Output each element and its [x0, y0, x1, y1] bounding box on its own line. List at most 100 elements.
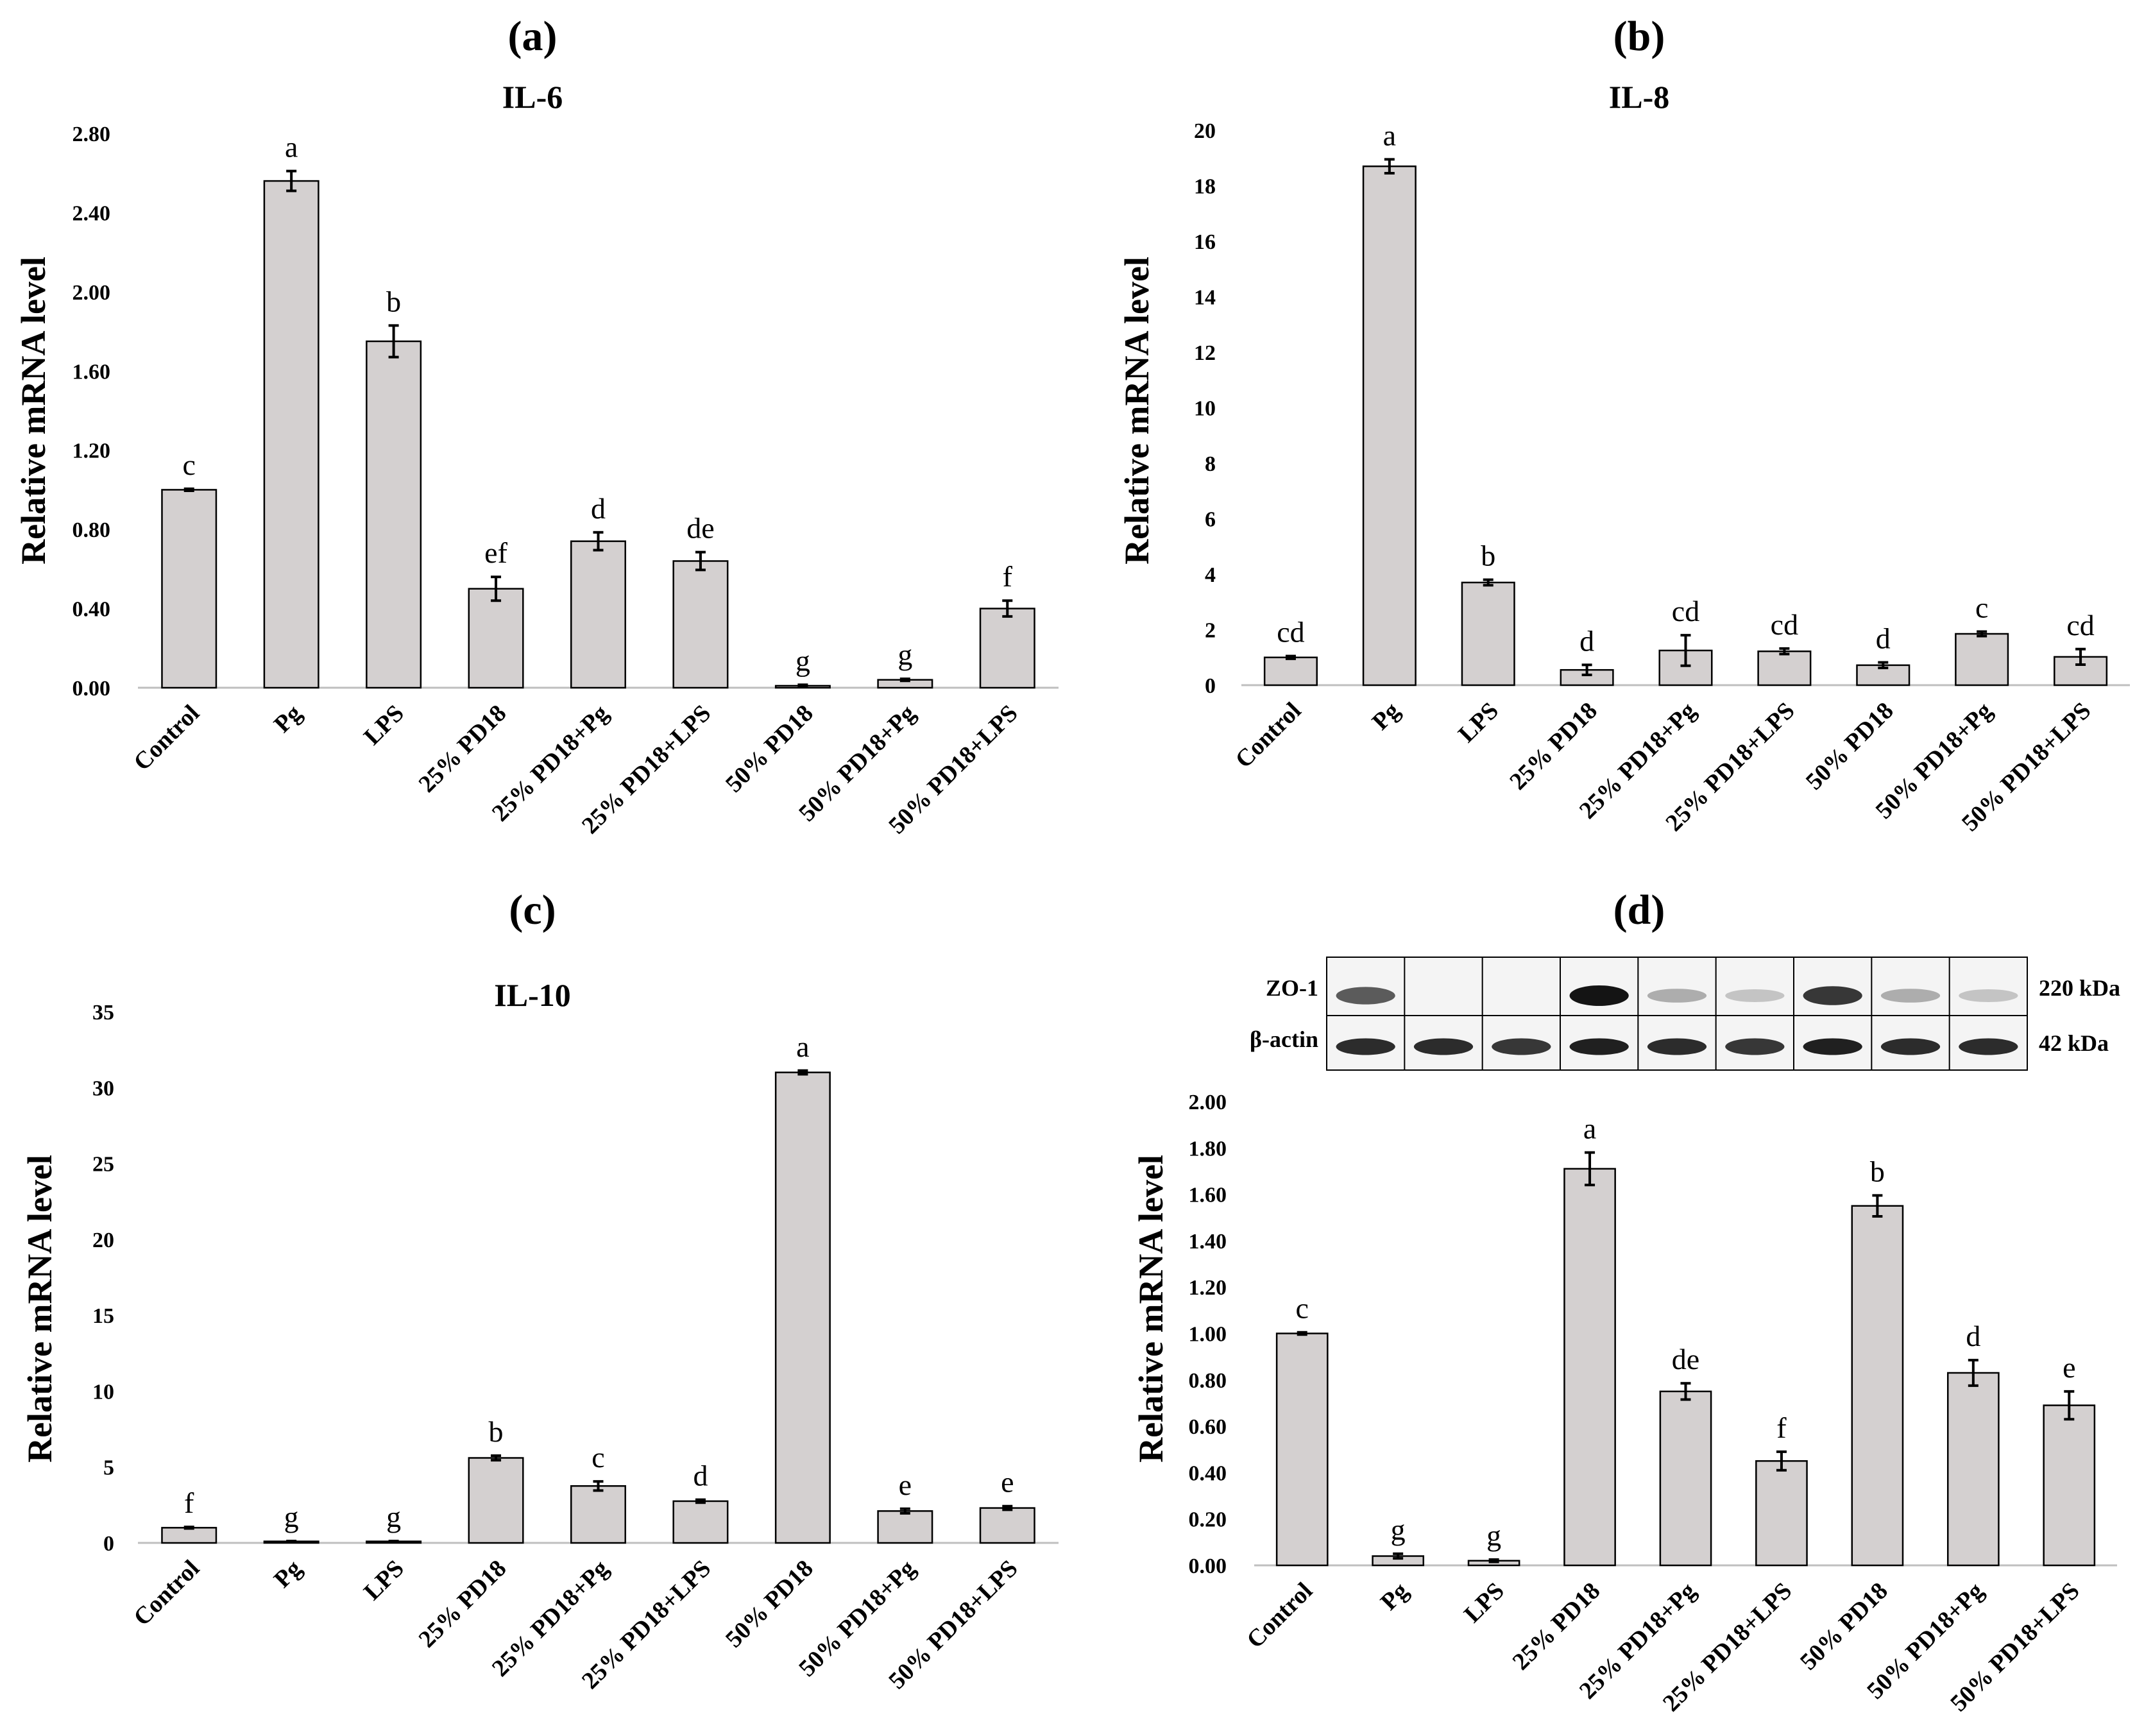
- y-tick-label: 2.40: [72, 201, 111, 225]
- significance-letter: g: [1391, 1513, 1406, 1546]
- x-tick-label: 25% PD18: [1508, 1578, 1606, 1676]
- y-tick-label: 1.80: [1189, 1137, 1227, 1161]
- significance-letter: de: [1672, 1343, 1699, 1375]
- blot-band: [1959, 989, 2018, 1002]
- panel-label: (a): [508, 13, 557, 60]
- blot-band: [1803, 1038, 1862, 1055]
- y-axis-label: Relative mRNA level: [1118, 257, 1156, 565]
- y-tick-label: 0.80: [72, 518, 111, 542]
- x-tick-label: 50% PD18: [1795, 1578, 1893, 1676]
- significance-letter: b: [386, 285, 401, 318]
- y-tick-label: 2.00: [72, 281, 111, 305]
- significance-letter: e: [899, 1468, 912, 1501]
- x-tick-label: LPS: [1459, 1578, 1510, 1628]
- panel-il6: (a) IL-6 Relative mRNA level 0.00 0.40 0.8…: [14, 13, 1059, 839]
- panel-il10: (c) IL-10 Relative mRNA level 0 5 10 15 20 25…: [21, 887, 1059, 1694]
- y-tick-label: 1.60: [72, 360, 111, 384]
- bar: [1955, 633, 2009, 686]
- significance-letter: d: [1876, 622, 1891, 655]
- y-tick-label: 8: [1205, 452, 1216, 476]
- y-tick-label: 0.60: [1189, 1415, 1227, 1439]
- significance-letter: f: [1776, 1411, 1787, 1444]
- blot-band: [1336, 1038, 1395, 1055]
- bar: [1851, 1205, 1904, 1567]
- x-tick-label: Control: [1230, 697, 1307, 774]
- bars: cd a b d cd cd d c cd: [1241, 119, 2130, 686]
- blot-band: [1647, 1038, 1707, 1055]
- y-ticks: 0.00 0.20 0.40 0.60 0.80 1.00 1.20 1.40 1.60 1.80…: [1189, 1091, 1227, 1578]
- panel-il8: (b) IL-8 Relative mRNA level 0 2 4 6 8 10 12 14…: [1118, 13, 2130, 837]
- x-tick-label: LPS: [359, 1555, 409, 1606]
- y-tick-label: 2.80: [72, 123, 111, 146]
- significance-letter: cd: [1672, 595, 1699, 627]
- significance-letter: de: [686, 512, 714, 545]
- blot-size-zo1: 220 kDa: [2039, 975, 2120, 1001]
- blot-band: [1647, 989, 1707, 1003]
- y-tick-label: 20: [92, 1229, 114, 1252]
- panel-zo1: (d) ZO-1 220 kDa β-actin 42 kDa Relative…: [1132, 887, 2120, 1717]
- significance-letter: c: [183, 448, 196, 481]
- western-blot: ZO-1 220 kDa β-actin 42 kDa: [1250, 957, 2120, 1071]
- y-tick-label: 1.20: [1189, 1276, 1227, 1300]
- x-tick-label: Control: [128, 1555, 205, 1631]
- y-tick-label: 18: [1194, 175, 1216, 199]
- y-tick-label: 10: [1194, 397, 1216, 421]
- significance-letter: d: [591, 492, 606, 525]
- significance-letter: b: [1481, 540, 1495, 572]
- y-axis-label: Relative mRNA level: [14, 257, 53, 565]
- significance-letter: ef: [484, 536, 507, 569]
- blot-band: [1492, 1038, 1551, 1055]
- y-tick-label: 0.40: [1189, 1461, 1227, 1485]
- y-tick-label: 2.00: [1189, 1091, 1227, 1114]
- y-tick-label: 15: [92, 1304, 114, 1328]
- bar: [1659, 1390, 1712, 1567]
- bar: [979, 608, 1035, 689]
- x-tick-label: Control: [128, 700, 205, 776]
- y-tick-label: 0: [103, 1532, 114, 1556]
- blot-band: [1725, 1038, 1785, 1055]
- y-tick-label: 1.60: [1189, 1184, 1227, 1207]
- x-tick-label: 50% PD18: [720, 700, 819, 798]
- y-tick-label: 20: [1194, 119, 1216, 143]
- significance-letter: c: [591, 1441, 604, 1474]
- bar: [1263, 656, 1318, 686]
- significance-letter: d: [1966, 1320, 1980, 1352]
- y-tick-label: 5: [103, 1456, 114, 1480]
- significance-letter: g: [386, 1501, 401, 1533]
- x-tick-label: 25% PD18: [414, 1555, 512, 1653]
- panel-label: (d): [1613, 887, 1665, 933]
- y-tick-label: 1.00: [1189, 1323, 1227, 1347]
- panel-label: (b): [1613, 13, 1665, 60]
- bars: f g g b c d a e e: [138, 1030, 1059, 1544]
- chart-title: IL-10: [494, 977, 570, 1013]
- blot-band: [1880, 989, 1941, 1003]
- significance-letter: g: [898, 638, 912, 671]
- x-tick-label: 25% PD18: [1504, 697, 1603, 796]
- significance-letter: d: [693, 1459, 708, 1492]
- y-tick-label: 0: [1205, 674, 1216, 698]
- y-axis-label: Relative mRNA level: [21, 1155, 59, 1463]
- y-tick-label: 0.80: [1189, 1369, 1227, 1393]
- blot-label-actin: β-actin: [1250, 1026, 1318, 1052]
- bar: [468, 588, 524, 689]
- significance-letter: c: [1296, 1292, 1309, 1325]
- blot-band: [1880, 1038, 1941, 1055]
- blot-band: [1959, 1038, 2018, 1055]
- significance-letter: a: [796, 1030, 809, 1063]
- bar: [1946, 1372, 2000, 1567]
- bar: [366, 340, 422, 689]
- x-tick-label: Control: [1241, 1578, 1318, 1654]
- y-tick-label: 0.00: [1189, 1554, 1227, 1578]
- bar: [1461, 581, 1515, 686]
- x-tick-label: LPS: [359, 700, 409, 751]
- bar: [1757, 650, 1812, 686]
- bar: [263, 180, 319, 689]
- bar: [570, 1485, 627, 1544]
- bar: [468, 1457, 524, 1544]
- y-tick-label: 1.40: [1189, 1230, 1227, 1254]
- significance-letter: a: [285, 131, 298, 164]
- blot-lanes: [1326, 957, 2028, 1071]
- blot-size-actin: 42 kDa: [2039, 1030, 2109, 1056]
